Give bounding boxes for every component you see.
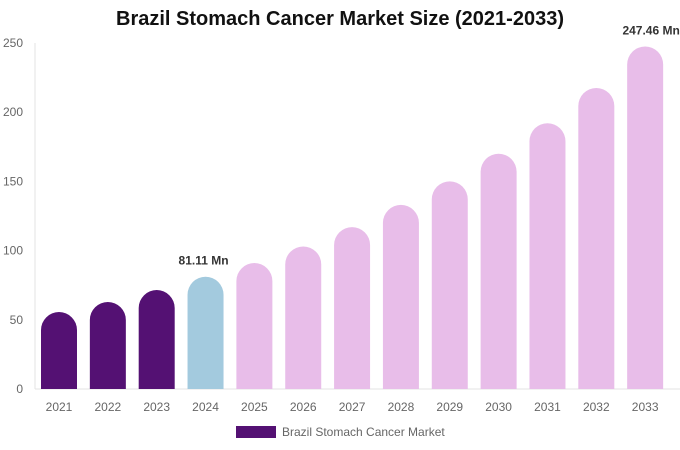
x-tick-label: 2022 <box>94 400 121 414</box>
legend-swatch <box>236 426 276 438</box>
x-tick-label: 2023 <box>143 400 170 414</box>
x-tick-label: 2028 <box>388 400 415 414</box>
data-label: 81.11 Mn <box>179 254 229 268</box>
y-tick-label: 100 <box>3 244 23 258</box>
bar-2025 <box>236 263 273 389</box>
y-tick-label: 250 <box>3 36 23 50</box>
bar-2022 <box>89 301 126 389</box>
bar-2031 <box>529 123 566 389</box>
data-label: 247.46 Mn <box>622 24 679 38</box>
x-tick-label: 2033 <box>632 400 659 414</box>
bar-2030 <box>480 153 517 389</box>
bar-2028 <box>382 204 419 389</box>
bar-2024 <box>187 276 224 389</box>
bar-2027 <box>334 227 371 389</box>
bar-2021 <box>41 312 77 389</box>
legend-label: Brazil Stomach Cancer Market <box>282 425 445 439</box>
bar-2029 <box>431 181 468 389</box>
x-tick-label: 2027 <box>339 400 366 414</box>
x-tick-label: 2026 <box>290 400 317 414</box>
x-tick-label: 2031 <box>534 400 561 414</box>
bar-2023 <box>138 290 175 389</box>
bar-2026 <box>285 246 322 389</box>
y-tick-label: 0 <box>16 382 23 396</box>
chart-title: Brazil Stomach Cancer Market Size (2021-… <box>116 8 564 30</box>
y-tick-label: 50 <box>10 313 24 327</box>
x-tick-label: 2025 <box>241 400 268 414</box>
bar-2033 <box>627 46 664 390</box>
y-tick-label: 200 <box>3 105 23 119</box>
bar-2032 <box>578 87 615 389</box>
y-tick-label: 150 <box>3 174 23 188</box>
legend: Brazil Stomach Cancer Market <box>236 425 445 439</box>
x-tick-label: 2021 <box>46 400 73 414</box>
x-tick-label: 2024 <box>192 400 219 414</box>
x-tick-label: 2032 <box>583 400 610 414</box>
x-tick-label: 2029 <box>436 400 463 414</box>
x-tick-label: 2030 <box>485 400 512 414</box>
